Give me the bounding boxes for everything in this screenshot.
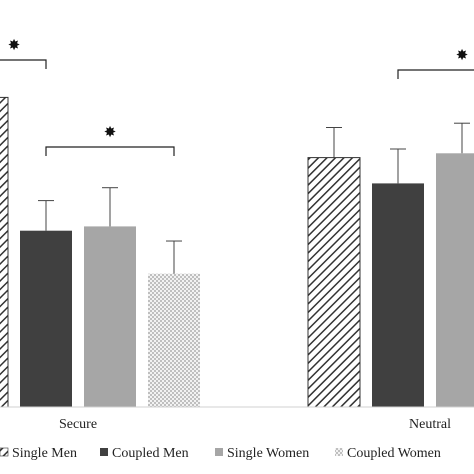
legend-label: Single Women <box>227 446 309 461</box>
bar-secure-single-women <box>84 226 136 407</box>
bar-neutral-coupled-men <box>372 183 424 407</box>
legend-label: Coupled Women <box>347 446 441 461</box>
legend-item-single-women: Single Women <box>215 446 309 461</box>
error-bar <box>454 122 470 154</box>
bar-secure-coupled-men <box>20 230 72 407</box>
legend-swatch <box>215 448 223 456</box>
legend-label: Coupled Men <box>112 446 189 461</box>
legend-item-coupled-women: Coupled Women <box>335 446 441 461</box>
significance-bracket: ✸ <box>397 46 474 79</box>
significance-bracket: ✸ <box>0 36 47 69</box>
legend-item-single-men: Single Men <box>0 446 77 461</box>
error-bars-layer <box>38 122 470 274</box>
error-bar <box>102 187 118 227</box>
bar-neutral-single-men <box>307 157 361 408</box>
bar-secure-coupled-women <box>148 273 200 407</box>
legend-label: Single Men <box>12 446 77 461</box>
category-label: Secure <box>59 417 97 432</box>
bar-secure-single-men <box>0 96 9 408</box>
error-bar <box>38 200 54 231</box>
significance-star: ✸ <box>456 46 469 64</box>
error-bar <box>390 148 406 184</box>
significance-layer: ✸ ✸ ✸ <box>0 36 474 156</box>
bar-neutral-single-women <box>436 153 474 407</box>
significance-bracket: ✸ <box>45 123 175 156</box>
significance-star: ✸ <box>104 123 117 141</box>
error-bar <box>326 127 342 158</box>
legend-swatch <box>0 447 9 457</box>
legend-item-coupled-men: Coupled Men <box>100 446 189 461</box>
legend: Single Men Coupled Men Single Women Coupled… <box>0 446 441 461</box>
bars-layer <box>0 96 474 408</box>
legend-swatch <box>335 448 343 456</box>
error-bar <box>166 240 182 274</box>
category-labels: Secure Neutral <box>59 417 451 432</box>
legend-swatch <box>100 448 108 456</box>
category-label: Neutral <box>409 417 451 432</box>
significance-star: ✸ <box>8 36 21 54</box>
